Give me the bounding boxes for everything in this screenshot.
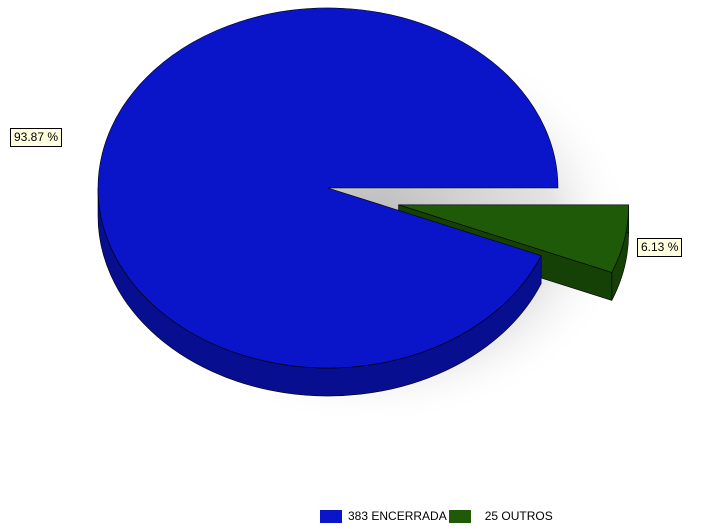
legend-swatch-1 bbox=[448, 509, 471, 523]
legend-item-0: 383 ENCERRADA bbox=[320, 509, 447, 523]
slice-0 bbox=[97, 7, 559, 369]
slice-1 bbox=[398, 204, 629, 273]
legend-swatch-0 bbox=[320, 509, 342, 523]
legend: 383 ENCERRADA 25 OUTROS bbox=[320, 509, 553, 523]
slice-label-1: 6.13 % bbox=[637, 238, 683, 257]
legend-item-1: 25 OUTROS bbox=[447, 509, 553, 523]
legend-label-1: 25 OUTROS bbox=[484, 509, 553, 523]
legend-label-0: 383 ENCERRADA bbox=[348, 509, 447, 523]
slice-label-0: 93.87 % bbox=[10, 128, 63, 147]
